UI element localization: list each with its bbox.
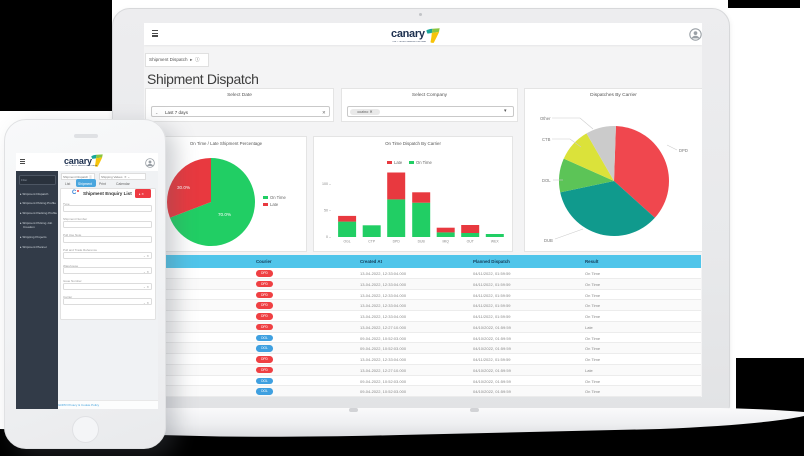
svg-text:Other: Other	[540, 116, 551, 121]
svg-text:OUT: OUT	[467, 240, 474, 244]
svg-text:DUB: DUB	[544, 238, 553, 243]
svg-text:DPD: DPD	[679, 148, 688, 153]
svg-text:100 –: 100 –	[322, 182, 331, 186]
svg-text:OGL: OGL	[344, 240, 351, 244]
svg-text:DOL: DOL	[542, 178, 551, 183]
svg-text:50 –: 50 –	[324, 209, 331, 213]
svg-text:WEX: WEX	[491, 240, 499, 244]
svg-text:CTB: CTB	[542, 137, 551, 142]
svg-text:DUB: DUB	[418, 240, 426, 244]
svg-text:0 –: 0 –	[326, 235, 331, 239]
svg-text:MIQ: MIQ	[442, 240, 449, 244]
svg-text:DPD: DPD	[393, 240, 401, 244]
svg-text:CTP: CTP	[368, 240, 376, 244]
